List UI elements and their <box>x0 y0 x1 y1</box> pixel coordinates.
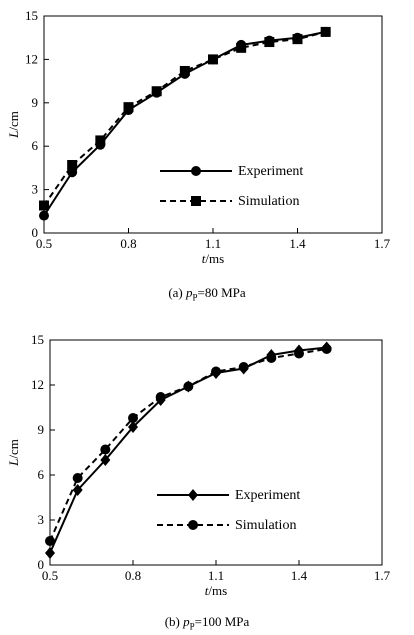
caption-b-sub: P <box>189 621 195 632</box>
chart0-series-1-point <box>151 86 162 97</box>
chart0-series-1-point <box>67 160 78 171</box>
chart0-legend-label-0: Experiment <box>238 164 303 179</box>
chart0-x-tick-label: 0.8 <box>120 236 136 251</box>
chart1-series-1-point <box>266 353 277 363</box>
chart1-legend-marker-1 <box>188 520 198 530</box>
chart0-x-tick-label: 0.5 <box>36 236 52 251</box>
caption-b-var: p <box>183 614 190 629</box>
chart0-series-1-point <box>264 37 275 48</box>
chart0-y-tick-label: 0 <box>32 225 39 240</box>
chart0-series-1-point <box>320 26 331 37</box>
chart1-series-1-point <box>128 413 138 423</box>
chart0-legend-marker-0 <box>191 166 201 176</box>
caption-a-rest: =80 MPa <box>197 285 246 300</box>
chart0-y-tick-label: 15 <box>25 8 38 23</box>
chart0-y-tick-label: 3 <box>32 182 39 197</box>
chart1-series-0-point <box>72 484 83 496</box>
chart1-y-tick-label: 3 <box>38 512 45 527</box>
chart0-series-0-point <box>39 210 49 221</box>
chart1-series-1-point <box>100 444 111 455</box>
chart-b: 0.5 0.8 1.1 1.4 1.7 0 3 6 9 12 15 t/ms L/cm Experimen… <box>6 332 391 598</box>
chart1-y-axis-label: L/cm <box>6 439 21 467</box>
chart1-series-1-point <box>294 348 304 359</box>
caption-a: (a) pP=80 MPa <box>0 285 414 303</box>
chart1-series-1-point <box>238 362 249 372</box>
chart1-series-1-point <box>183 381 194 392</box>
chart0-y-tick-label: 6 <box>32 138 39 153</box>
chart1-x-tick-label: 0.8 <box>125 568 141 583</box>
chart0-series-1-point <box>292 34 303 45</box>
chart0-series-0-line <box>43 30 326 217</box>
chart1-y-tick-label: 15 <box>31 332 44 347</box>
chart1-legend-label-1: Simulation <box>235 518 296 533</box>
chart1-x-tick-label: 1.7 <box>374 568 391 583</box>
chart0-series-1-point <box>208 54 218 65</box>
chart1-y-tick-label: 9 <box>38 422 45 437</box>
chart0-x-axis-label: t/ms <box>202 251 224 266</box>
chart1-x-axis-label: t/ms <box>205 583 227 598</box>
chart0-y-tick-label: 12 <box>25 51 38 66</box>
chart0-y-axis-label: L/cm <box>6 111 21 139</box>
chart0-series-1-point <box>95 135 106 146</box>
caption-a-prefix: (a) <box>168 285 187 300</box>
chart1-series-1-point <box>321 344 332 354</box>
chart1-legend-marker-0 <box>188 489 198 501</box>
caption-b-prefix: (b) <box>164 614 184 629</box>
caption-a-sub: P <box>192 292 198 303</box>
caption-b-rest: =100 MPa <box>194 614 250 629</box>
chart1-x-tick-label: 1.4 <box>291 568 308 583</box>
chart1-y-tick-label: 0 <box>38 557 45 572</box>
chart0-series-1-point <box>123 102 134 113</box>
caption-a-var: p <box>186 285 193 300</box>
chart0-x-tick-label: 1.7 <box>374 236 391 251</box>
chart0-series-1-point <box>39 200 49 211</box>
chart1-y-tick-label: 12 <box>31 377 44 392</box>
chart1-series-1-line <box>49 348 327 542</box>
chart-a: 0.5 0.8 1.1 1.4 1.7 0 3 6 9 12 15 t/ms L/cm Experimen… <box>6 8 391 266</box>
chart1-series-1-point <box>155 392 166 402</box>
chart1-series-1-point <box>211 366 221 377</box>
chart1-series-1-point <box>72 473 83 483</box>
chart1-series-0-point <box>100 454 111 466</box>
chart1-series-0-point <box>45 547 55 559</box>
chart0-x-tick-label: 1.4 <box>289 236 306 251</box>
caption-b: (b) pP=100 MPa <box>0 614 414 632</box>
chart1-legend-label-0: Experiment <box>235 488 300 503</box>
chart0-legend-label-1: Simulation <box>238 194 299 209</box>
chart1-y-tick-label: 6 <box>38 467 45 482</box>
chart1-x-tick-label: 0.5 <box>42 568 58 583</box>
chart1-series-0-point <box>128 421 138 433</box>
chart1-x-tick-label: 1.1 <box>208 568 224 583</box>
chart0-series-1-point <box>236 42 247 53</box>
chart0-series-1-line <box>43 30 326 207</box>
chart0-series-1-point <box>179 65 190 76</box>
chart1-series-1-point <box>45 536 55 546</box>
chart0-y-tick-label: 9 <box>32 95 39 110</box>
chart0-x-tick-label: 1.1 <box>205 236 221 251</box>
chart0-legend-marker-1 <box>191 196 201 206</box>
